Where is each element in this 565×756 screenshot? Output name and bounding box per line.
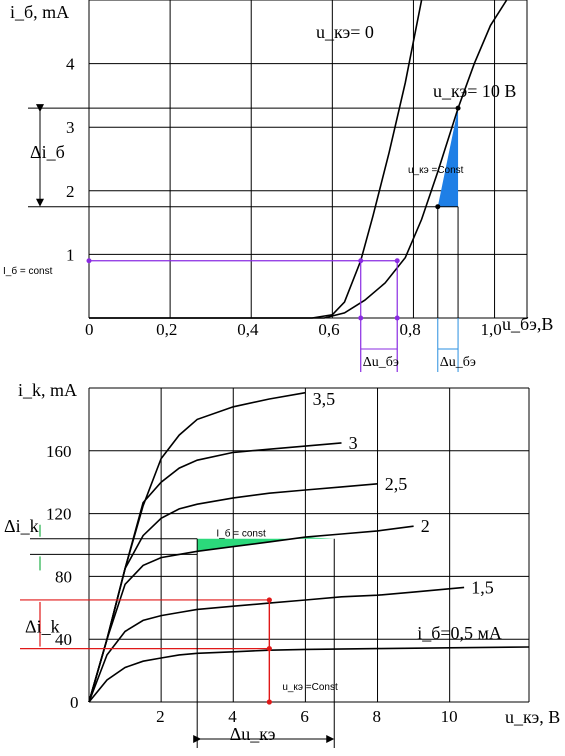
- x-tick-label: 10: [441, 707, 458, 726]
- series-label-2: 2,5: [385, 474, 408, 494]
- i-const-marker: [394, 315, 400, 321]
- curve-series-3: [88, 525, 414, 703]
- y-tick-label: 3: [66, 118, 75, 137]
- u-const-label: u_кэ =Const: [408, 165, 464, 176]
- series-label-1: u_кэ= 10 B: [433, 81, 516, 101]
- delta-u-label: Δu_кэ: [230, 724, 276, 744]
- x-tick-label: 0,2: [156, 320, 177, 339]
- series-label-0: 3,5: [313, 389, 336, 409]
- x-tick-label: 2: [156, 707, 165, 726]
- y-tick-label: 80: [55, 567, 72, 586]
- curve-series-2: [88, 483, 378, 703]
- x-tick-label: 0: [85, 320, 94, 339]
- operating-point: [455, 105, 461, 111]
- curve-series-4: [88, 586, 465, 703]
- delta-i-small-label: Δi_k: [4, 516, 39, 536]
- i-const-marker: [394, 258, 400, 264]
- i-const-marker: [358, 258, 364, 264]
- output-chart-grid: [88, 387, 530, 703]
- delta-region-fill: [437, 108, 459, 207]
- delta-i-label: Δi_б: [30, 142, 65, 162]
- input-chart-x-axis-label: u_бэ,B: [502, 314, 553, 334]
- x-tick-label: 6: [300, 707, 309, 726]
- input-chart-grid: [88, 0, 528, 319]
- y-tick-label: 120: [46, 505, 72, 524]
- y-tick-label: 0: [70, 693, 79, 712]
- x-tick-label: 1,0: [481, 320, 502, 339]
- u-const-marker: [266, 597, 272, 603]
- x-tick-label: 0,6: [318, 320, 339, 339]
- x-tick-label: 4: [228, 707, 237, 726]
- series-label-1: 3: [349, 433, 358, 453]
- series-label-4: 1,5: [471, 577, 494, 597]
- y-tick-label: 160: [46, 442, 72, 461]
- i-const-marker: [86, 258, 92, 264]
- delta-u1-label: Δu_бэ: [363, 355, 399, 370]
- i-const-label: I_б = const: [3, 265, 53, 277]
- delta-region-fill: [197, 537, 335, 552]
- output-chart-x-axis-label: u_кэ, B: [505, 707, 560, 727]
- series-label-5: i_б=0,5 мА: [417, 623, 502, 643]
- y-tick-label: 1: [66, 245, 75, 264]
- curve-series-0: [89, 0, 423, 319]
- curve-series-5: [88, 646, 530, 703]
- delta-u2-label: Δu_бэ: [440, 355, 476, 370]
- input-chart-y-axis-label: i_б, mA: [10, 2, 69, 22]
- i-const-label: I_б = const: [216, 527, 266, 539]
- x-tick-label: 0,8: [399, 320, 420, 339]
- y-tick-label: 4: [66, 55, 75, 74]
- output-characteristic-chart: 2 4 6 8 10 0 40 80 120 160 3,5 3 2,5 2 1,5 i_б=0,5 мА Δ…: [4, 380, 560, 748]
- delta-i-label: Δi_k: [25, 617, 60, 637]
- curve-series-1: [89, 0, 508, 319]
- u-const-label: u_кэ =Const: [282, 682, 338, 693]
- series-label-3: 2: [421, 516, 430, 536]
- y-tick-label: 2: [66, 182, 75, 201]
- u-const-marker: [266, 699, 272, 705]
- y-tick-label: 40: [55, 630, 72, 649]
- i-const-marker: [358, 315, 364, 321]
- u-const-marker: [266, 646, 272, 652]
- curve-series-1: [88, 442, 342, 703]
- x-tick-label: 0,4: [237, 320, 259, 339]
- output-chart-y-axis-label: i_k, mA: [18, 380, 77, 400]
- input-characteristic-chart: 0 0,2 0,4 0,6 0,8 1,0 1 2 3 4 u_кэ= 0 u_кэ= 10 B Δi…: [3, 0, 553, 372]
- series-label-0: u_кэ= 0: [316, 22, 374, 42]
- x-tick-label: 8: [373, 707, 382, 726]
